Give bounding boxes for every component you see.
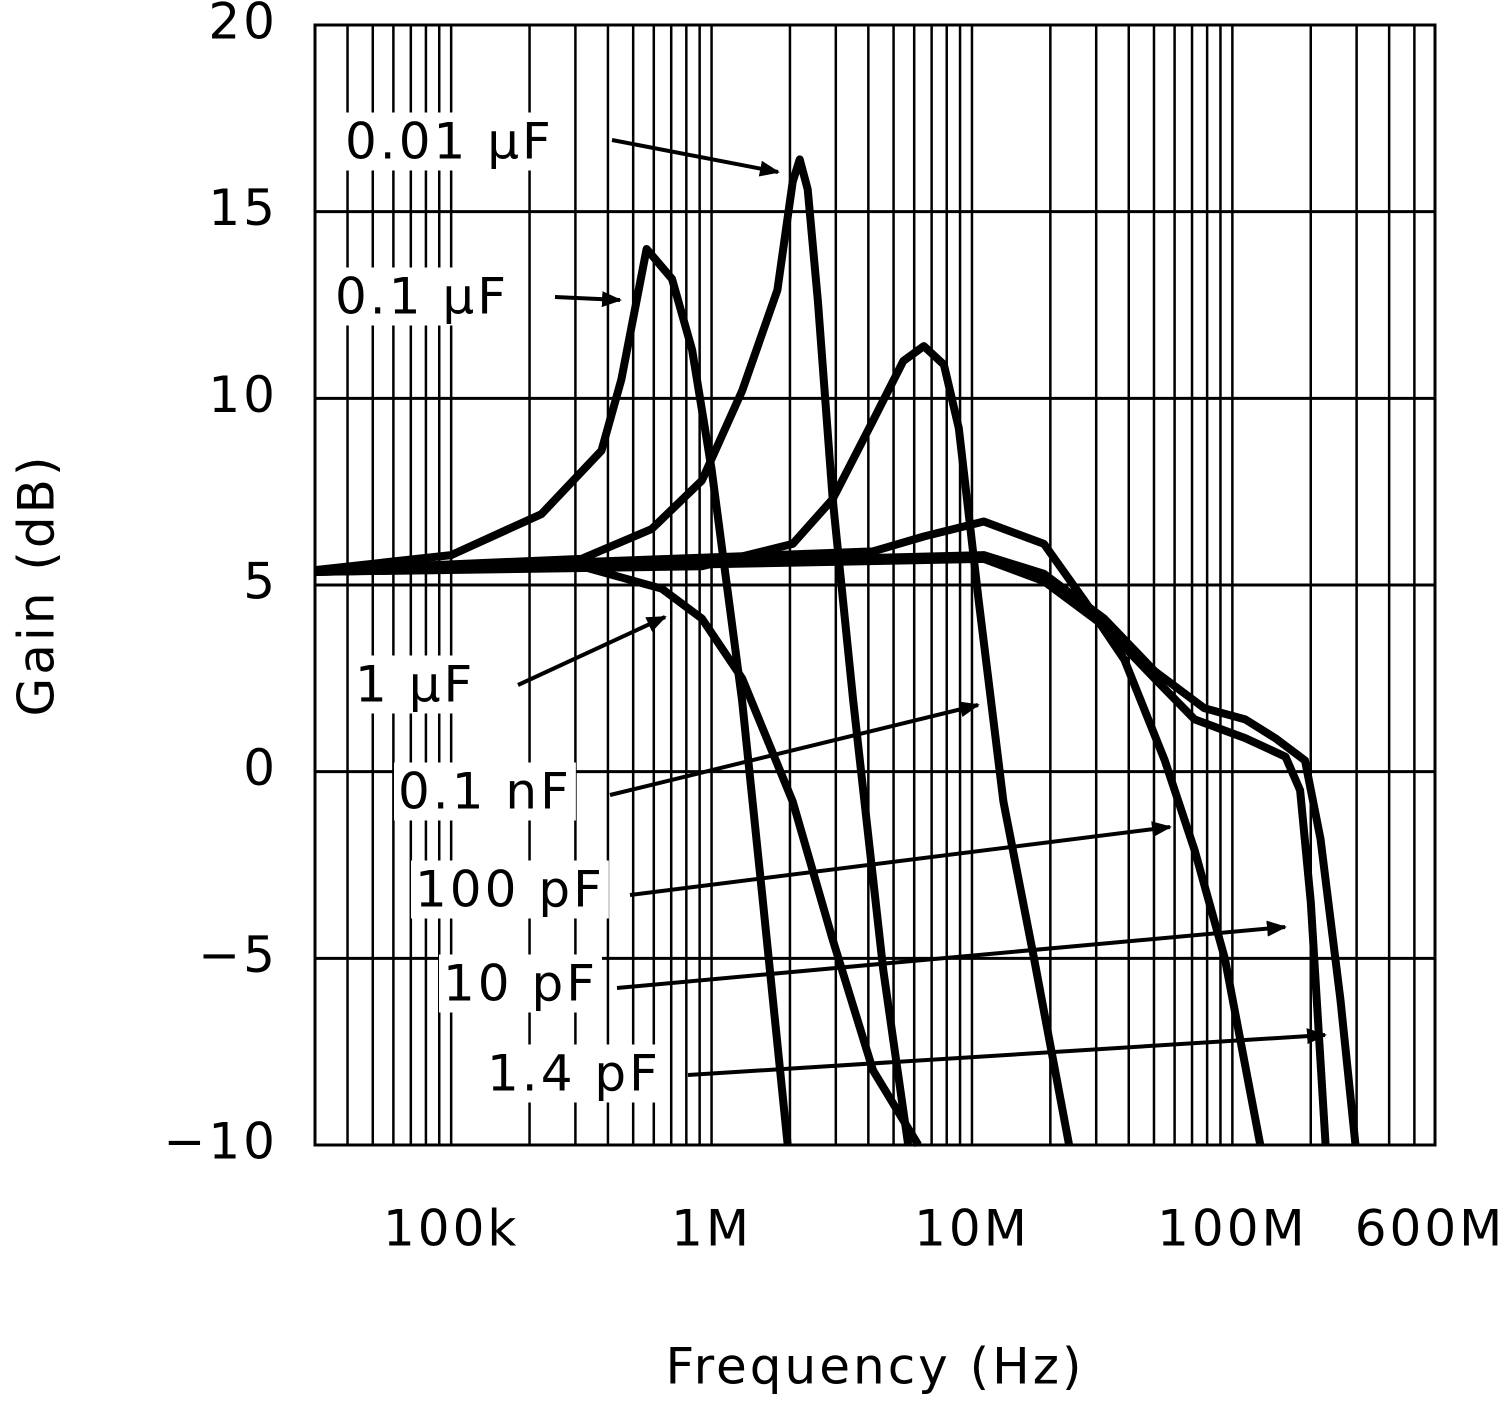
series-line — [314, 551, 1360, 1146]
annotation-arrow — [616, 920, 1287, 990]
y-tick-label: 10 — [208, 366, 278, 424]
plot-border — [313, 23, 1437, 1147]
annotation-arrow — [517, 615, 667, 687]
series-label: 1.4 pF — [487, 1045, 661, 1103]
label-background — [483, 1044, 665, 1103]
label-background — [351, 655, 480, 714]
annotation-arrow — [687, 1028, 1327, 1077]
label-background — [394, 762, 576, 821]
series-line — [314, 245, 792, 1146]
x-tick-label: 10M — [914, 1200, 1030, 1258]
y-tick-label: 5 — [243, 553, 278, 611]
series-label: 1 μF — [355, 656, 475, 714]
y-tick-label: 15 — [208, 179, 278, 237]
x-tick-label: 100k — [383, 1200, 519, 1258]
series-line — [314, 554, 1330, 1146]
series-label: 0.01 μF — [345, 113, 554, 171]
x-tick-label: 100M — [1157, 1200, 1308, 1258]
label-background — [439, 954, 603, 1013]
x-tick-label: 1M — [671, 1200, 752, 1258]
annotations: 0.01 μF 0.1 μF 1 μF 0.1 nF 100 pF 10 pF 1.4 pF — [331, 112, 1327, 1103]
series-label: 0.1 nF — [398, 763, 572, 821]
series-line — [314, 342, 1074, 1146]
series-label: 0.1 μF — [335, 268, 509, 326]
series-line — [314, 562, 922, 1148]
y-axis-title: Gain (dB) — [8, 454, 66, 717]
series-label: 10 pF — [443, 955, 598, 1013]
x-tick-label: 600M — [1355, 1200, 1504, 1258]
y-tick-label: 20 — [208, 0, 278, 51]
annotation-arrow — [629, 821, 1172, 897]
annotation-arrow — [609, 701, 980, 797]
x-axis-title: Frequency (Hz) — [665, 1338, 1084, 1396]
label-background — [331, 267, 513, 326]
label-background — [411, 860, 609, 919]
series-line — [314, 155, 913, 1146]
y-tick-label: −5 — [198, 926, 278, 984]
annotation-arrow — [554, 291, 622, 308]
y-tick-label: 0 — [243, 739, 278, 797]
annotation-arrow — [611, 138, 780, 177]
lines — [314, 155, 1360, 1148]
label-background — [341, 112, 558, 171]
y-tick-label: −10 — [163, 1113, 278, 1171]
series-label: 100 pF — [415, 861, 605, 919]
